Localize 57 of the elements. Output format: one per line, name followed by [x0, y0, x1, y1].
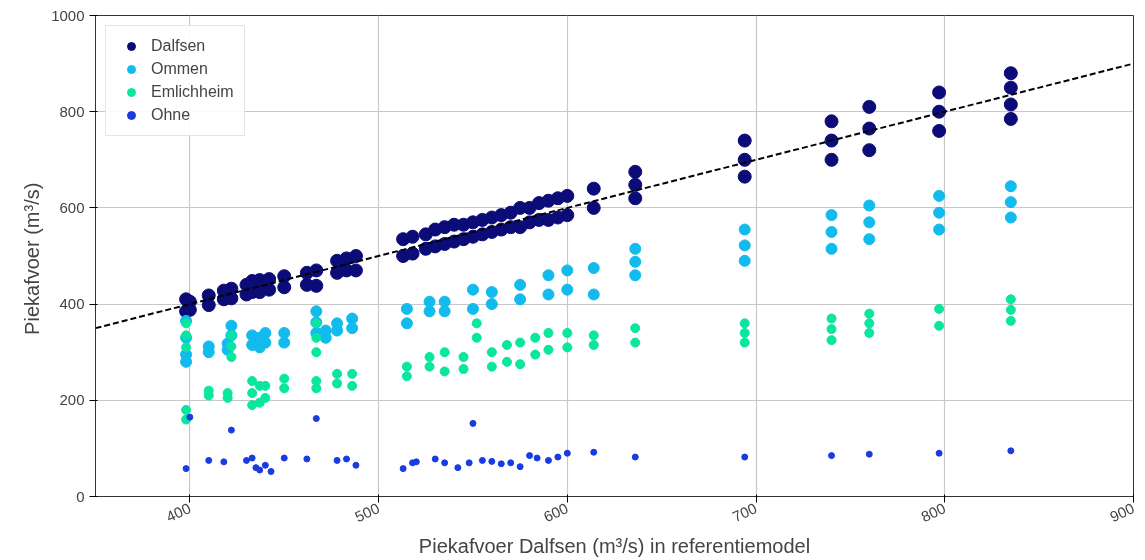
x-tick-label: 700 [729, 499, 760, 526]
point [507, 459, 515, 467]
point [544, 456, 552, 464]
point [828, 452, 836, 460]
legend-label: Emlichheim [151, 83, 234, 101]
point [333, 456, 341, 464]
x-tick-label: 600 [540, 499, 571, 526]
point [631, 453, 639, 461]
point [469, 419, 477, 427]
point [186, 413, 194, 421]
point [478, 456, 486, 464]
y-tick-label: 0 [76, 487, 85, 505]
y-axis-title: Piekafvoer (m³/s) [21, 182, 44, 335]
x-tick-label: 400 [163, 499, 194, 526]
point [431, 455, 439, 463]
point [865, 450, 873, 458]
point [248, 454, 256, 462]
point [590, 448, 598, 456]
point [303, 455, 311, 463]
point [227, 426, 235, 434]
point [343, 455, 351, 463]
point [516, 463, 524, 471]
x-tick-label: 500 [352, 499, 382, 526]
x-axis-title: Piekafvoer Dalfsen (m³/s) in referentiemodel [418, 535, 811, 558]
point [280, 454, 288, 462]
y-tick-label: 800 [59, 102, 85, 120]
point [267, 467, 275, 475]
point [256, 466, 264, 474]
point [205, 456, 213, 464]
legend-label: Dalfsen [151, 37, 206, 55]
point [488, 457, 496, 465]
point [399, 465, 407, 473]
point [563, 449, 571, 457]
y-tick-label: 1000 [51, 6, 85, 24]
y-tick-label: 600 [59, 198, 85, 216]
point [554, 453, 562, 461]
point [741, 453, 749, 461]
point [242, 456, 250, 464]
point [526, 452, 534, 460]
point [497, 460, 505, 468]
x-tick-label: 800 [918, 499, 949, 526]
point [312, 415, 320, 423]
point [220, 458, 228, 466]
point [454, 464, 462, 472]
point [533, 454, 541, 462]
point [1007, 447, 1015, 455]
legend-label: Ohne [151, 106, 191, 124]
point [352, 461, 360, 469]
point [465, 459, 473, 467]
point [182, 465, 190, 473]
point [935, 449, 943, 457]
legend-label: Ommen [151, 60, 208, 78]
x-tick-label: 900 [1107, 499, 1137, 526]
point [261, 461, 269, 469]
y-tick-label: 400 [59, 295, 85, 313]
point [441, 459, 449, 467]
y-tick-label: 200 [59, 391, 85, 409]
